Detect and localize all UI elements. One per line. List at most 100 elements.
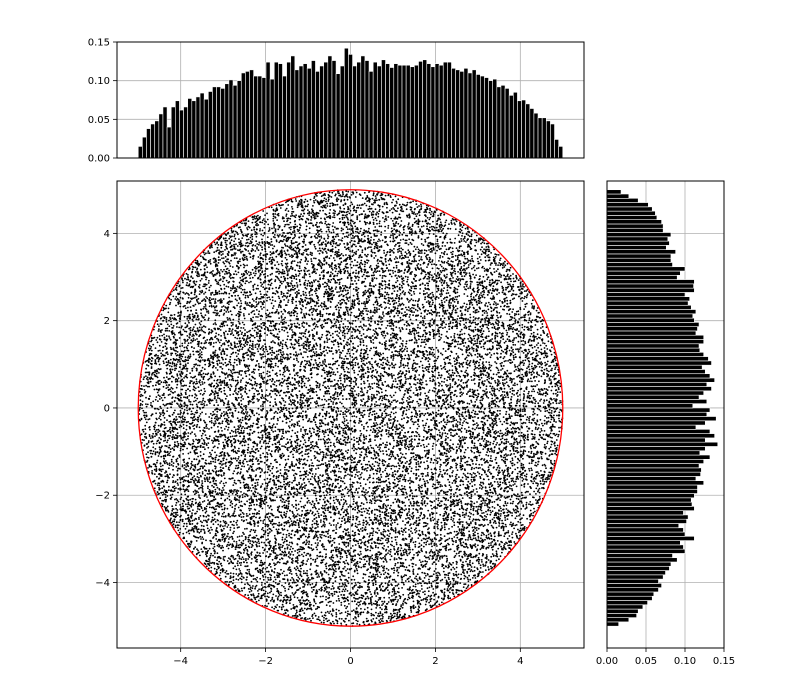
scatter-point	[205, 469, 208, 472]
scatter-point	[308, 273, 311, 275]
scatter-point	[476, 342, 479, 344]
scatter-point	[224, 436, 227, 438]
scatter-point	[296, 567, 299, 570]
scatter-point	[281, 240, 284, 243]
scatter-point	[541, 457, 543, 460]
scatter-point	[423, 449, 426, 452]
scatter-point	[277, 268, 280, 271]
scatter-point	[327, 573, 330, 576]
scatter-point	[275, 255, 278, 258]
scatter-point	[348, 398, 351, 400]
scatter-point	[240, 379, 243, 382]
scatter-point	[482, 338, 485, 341]
scatter-point	[158, 437, 161, 439]
scatter-point	[305, 377, 307, 380]
scatter-point	[347, 223, 350, 226]
scatter-point	[331, 544, 334, 546]
scatter-point	[435, 245, 437, 248]
scatter-point	[269, 452, 272, 455]
scatter-point	[404, 558, 407, 561]
scatter-point	[322, 463, 325, 466]
scatter-point	[453, 336, 456, 339]
scatter-point	[347, 325, 349, 328]
scatter-point	[294, 216, 297, 219]
scatter-point	[252, 422, 255, 425]
scatter-point	[319, 481, 322, 484]
scatter-point	[291, 530, 293, 532]
scatter-point	[498, 521, 500, 524]
scatter-point	[544, 465, 547, 467]
scatter-point	[387, 537, 390, 540]
scatter-point	[296, 574, 298, 577]
scatter-point	[208, 437, 211, 440]
scatter-point	[505, 329, 508, 332]
scatter-point	[302, 290, 305, 293]
scatter-point	[401, 203, 404, 206]
scatter-point	[287, 210, 290, 213]
scatter-point	[149, 380, 152, 383]
scatter-point	[397, 440, 399, 443]
scatter-point	[458, 508, 461, 511]
scatter-point	[364, 215, 366, 218]
scatter-point	[227, 429, 229, 431]
scatter-point	[141, 400, 144, 403]
scatter-point	[331, 272, 334, 275]
scatter-point	[499, 399, 502, 402]
x-histogram-bar	[496, 86, 502, 159]
scatter-point	[471, 346, 473, 349]
scatter-point	[340, 499, 343, 501]
scatter-point	[206, 271, 209, 274]
scatter-point	[549, 450, 552, 452]
scatter-point	[474, 311, 477, 314]
scatter-point	[355, 209, 358, 212]
scatter-point	[356, 215, 359, 218]
scatter-point	[259, 254, 261, 256]
scatter-point	[425, 445, 428, 448]
scatter-point	[381, 239, 384, 242]
scatter-point	[243, 405, 246, 407]
scatter-point	[157, 360, 160, 363]
scatter-point	[454, 491, 457, 494]
scatter-point	[277, 428, 279, 431]
scatter-point	[383, 202, 386, 205]
scatter-point	[255, 309, 258, 311]
scatter-point	[478, 472, 481, 475]
scatter-point	[345, 408, 348, 411]
scatter-point	[364, 483, 367, 486]
scatter-point	[200, 370, 202, 372]
scatter-point	[385, 575, 388, 578]
scatter-point	[378, 308, 381, 311]
scatter-point	[514, 508, 517, 511]
scatter-point	[538, 366, 541, 368]
scatter-point	[227, 493, 230, 495]
scatter-point	[205, 287, 208, 290]
scatter-point	[254, 306, 256, 309]
scatter-point	[302, 418, 305, 421]
scatter-point	[160, 465, 162, 468]
scatter-point	[273, 439, 275, 442]
scatter-point	[397, 455, 400, 458]
scatter-point	[200, 538, 202, 540]
scatter-point	[302, 356, 304, 359]
scatter-point	[326, 282, 328, 285]
scatter-point	[507, 360, 509, 362]
scatter-point	[282, 475, 285, 477]
scatter-point	[441, 384, 443, 387]
scatter-point	[329, 605, 331, 607]
scatter-point	[214, 551, 217, 553]
x-histogram-bar	[331, 60, 337, 159]
scatter-point	[375, 219, 378, 222]
scatter-point	[506, 333, 508, 336]
scatter-point	[504, 432, 507, 434]
scatter-point	[397, 222, 400, 225]
scatter-point	[329, 441, 332, 444]
x-histogram-bar	[554, 139, 559, 159]
scatter-point	[327, 532, 329, 535]
scatter-point	[490, 524, 493, 527]
scatter-point	[266, 268, 269, 270]
scatter-point	[470, 506, 473, 508]
scatter-point	[512, 289, 515, 292]
scatter-point	[172, 327, 174, 329]
x-histogram-bar	[521, 99, 526, 159]
scatter-point	[458, 528, 461, 531]
